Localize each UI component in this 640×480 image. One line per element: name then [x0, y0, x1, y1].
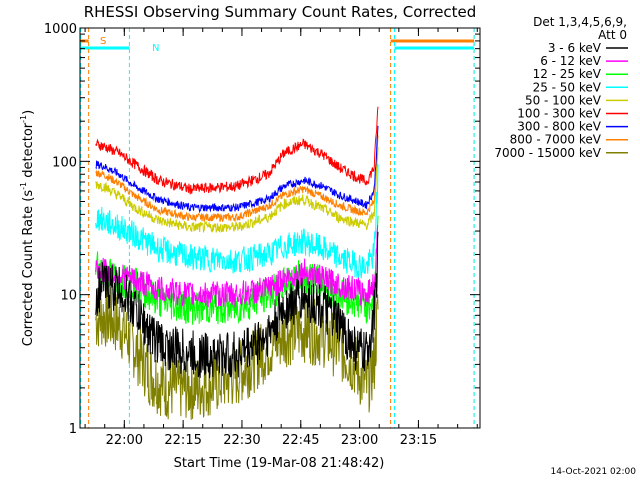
legend-header-line2: Att 0 [598, 28, 627, 42]
series-line [95, 135, 379, 223]
y-label-middle: detector [21, 122, 36, 182]
y-label-end: ) [21, 110, 36, 115]
legend-label: 300 - 800 keV [517, 120, 601, 134]
x-tick-label: 22:45 [282, 433, 319, 448]
series-line [95, 106, 379, 195]
x-axis-label: Start Time (19-Mar-08 21:48:42) [174, 456, 385, 471]
legend-label: 3 - 6 keV [548, 41, 602, 55]
legend-label: 800 - 7000 keV [510, 133, 602, 147]
legend-header-line1: Det 1,3,4,5,6,9, [533, 15, 627, 29]
legend-label: 7000 - 15000 keV [494, 146, 601, 160]
plot-area: SN 22:00 22:15 22:30 22:45 23:00 23:15 110100… [44, 22, 481, 448]
series-line [95, 164, 379, 279]
y-tick-label: 1 [69, 422, 77, 437]
x-tick-label: 22:00 [106, 433, 143, 448]
legend-label: 6 - 12 keV [540, 54, 602, 68]
x-tick-label: 23:15 [400, 433, 437, 448]
footer-date: 14-Oct-2021 02:00 [551, 467, 637, 477]
y-tick-label: 1000 [44, 22, 77, 37]
chart-title: RHESSI Observing Summary Count Rates, Co… [84, 3, 477, 21]
legend-label: 100 - 300 keV [517, 107, 601, 121]
series-line [95, 146, 379, 234]
time-interval-bars: SN [80, 36, 475, 54]
x-tick-label: 22:15 [164, 433, 201, 448]
y-axis: 1 10 100 1000 [44, 22, 480, 437]
x-axis: 22:00 22:15 22:30 22:45 23:00 23:15 [84, 28, 478, 448]
series-line [95, 285, 379, 420]
night-label: N [152, 43, 159, 54]
y-label-exponent-2: -1 [19, 115, 28, 123]
series-line [95, 231, 379, 379]
y-label-main: Corrected Count Rate (s [21, 190, 36, 347]
legend-label: 50 - 100 keV [525, 93, 602, 107]
saa-label: S [100, 36, 106, 47]
series-line [95, 125, 379, 214]
series-line [95, 225, 379, 308]
plot-frame [79, 27, 481, 429]
y-tick-label: 100 [52, 155, 77, 170]
series-layer [95, 106, 379, 420]
y-label-exponent-1: -1 [19, 182, 28, 190]
x-tick-label: 23:00 [341, 433, 378, 448]
legend-label: 25 - 50 keV [533, 80, 602, 94]
legend-label: 12 - 25 keV [533, 67, 602, 81]
y-tick-label: 10 [60, 289, 77, 304]
y-axis-label: Corrected Count Rate (s-1 detector-1) [19, 110, 36, 346]
x-tick-label: 22:30 [223, 433, 260, 448]
